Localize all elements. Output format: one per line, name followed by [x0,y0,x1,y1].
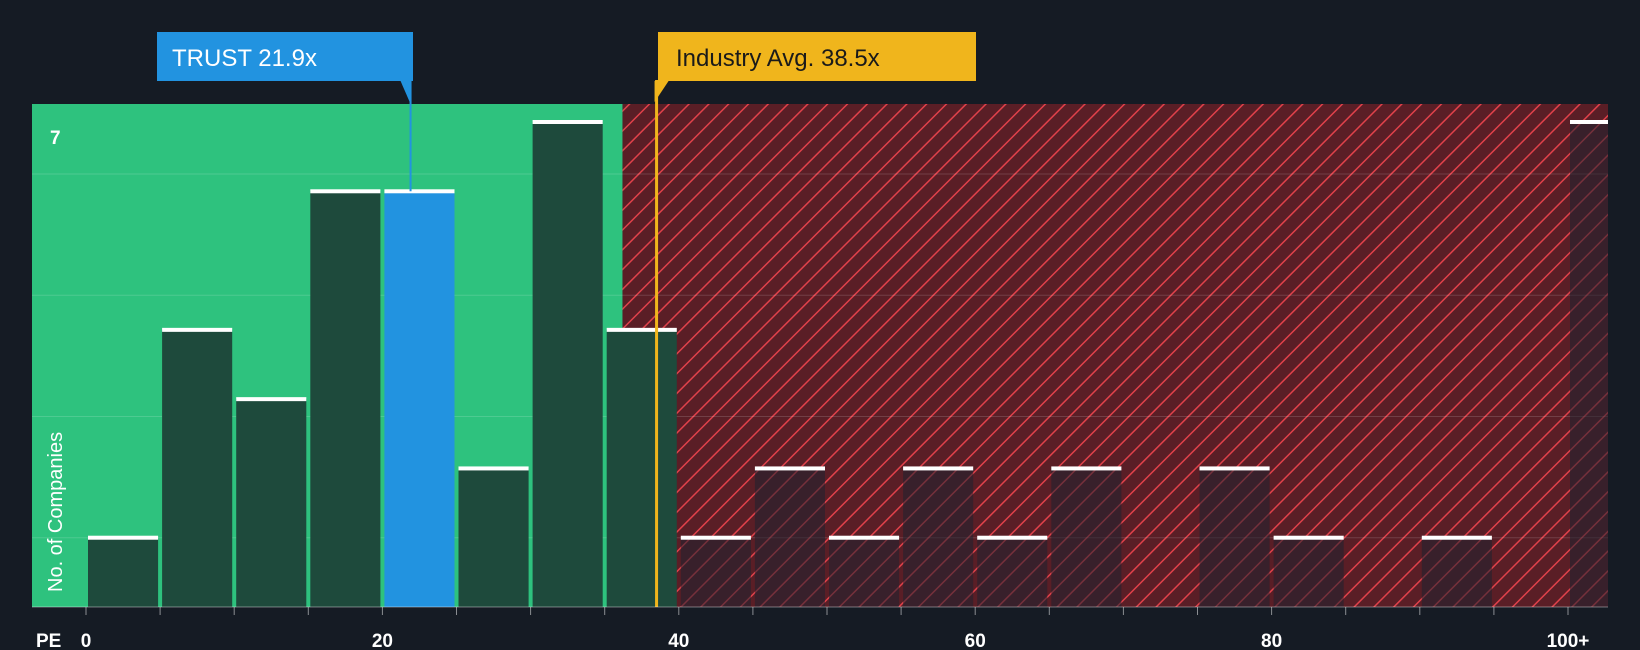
histogram-bar [606,329,677,607]
histogram-bar [88,537,159,607]
x-tick-label: 0 [81,631,92,650]
histogram-bar [1051,468,1122,607]
bar-cap [903,466,974,471]
bar-cap [680,535,751,540]
y-axis-label: No. of Companies [45,432,67,592]
histogram-bar [236,399,307,607]
histogram-bar [680,537,751,607]
x-axis-label: PE [36,631,61,650]
bar-cap [606,327,677,332]
x-tick-label: 20 [372,631,393,650]
industry-callout-label: Industry Avg. 38.5x [676,45,880,72]
histogram-bar [532,122,603,607]
highlighted-bar [384,191,455,608]
bar-cap [1199,466,1270,471]
bar-cap [829,535,900,540]
histogram-bar [310,191,381,608]
histogram-bar [1570,122,1608,607]
x-tick-label: 80 [1261,631,1282,650]
bar-cap [1051,466,1122,471]
industry-callout-box [658,32,976,81]
industry-callout-pointer [654,81,669,102]
histogram-bar [458,468,529,607]
bar-cap [977,535,1048,540]
histogram-bar [1273,537,1344,607]
histogram-bar [1199,468,1270,607]
histogram-bar [829,537,900,607]
y-tick-label: 7 [50,128,61,149]
company-callout-pointer [400,81,411,104]
histogram-bar [1421,537,1492,607]
bar-cap [310,189,381,194]
x-tick-label: 60 [965,631,986,650]
histogram-bar [903,468,974,607]
bar-cap [88,535,159,540]
bar-cap [236,397,307,402]
company-callout-label: TRUST 21.9x [172,45,317,72]
bar-cap [162,327,233,332]
x-tick-label: 100+ [1547,631,1590,650]
bar-cap [754,466,825,471]
bar-cap [458,466,529,471]
bar-cap [384,189,455,194]
bar-cap [1273,535,1344,540]
x-tick-label: 40 [668,631,689,650]
bar-cap [1421,535,1492,540]
histogram-bar [754,468,825,607]
bar-cap [1570,120,1608,124]
histogram-bar [977,537,1048,607]
histogram-bar [162,329,233,607]
company-callout-box [157,32,413,81]
bar-cap [532,120,603,124]
